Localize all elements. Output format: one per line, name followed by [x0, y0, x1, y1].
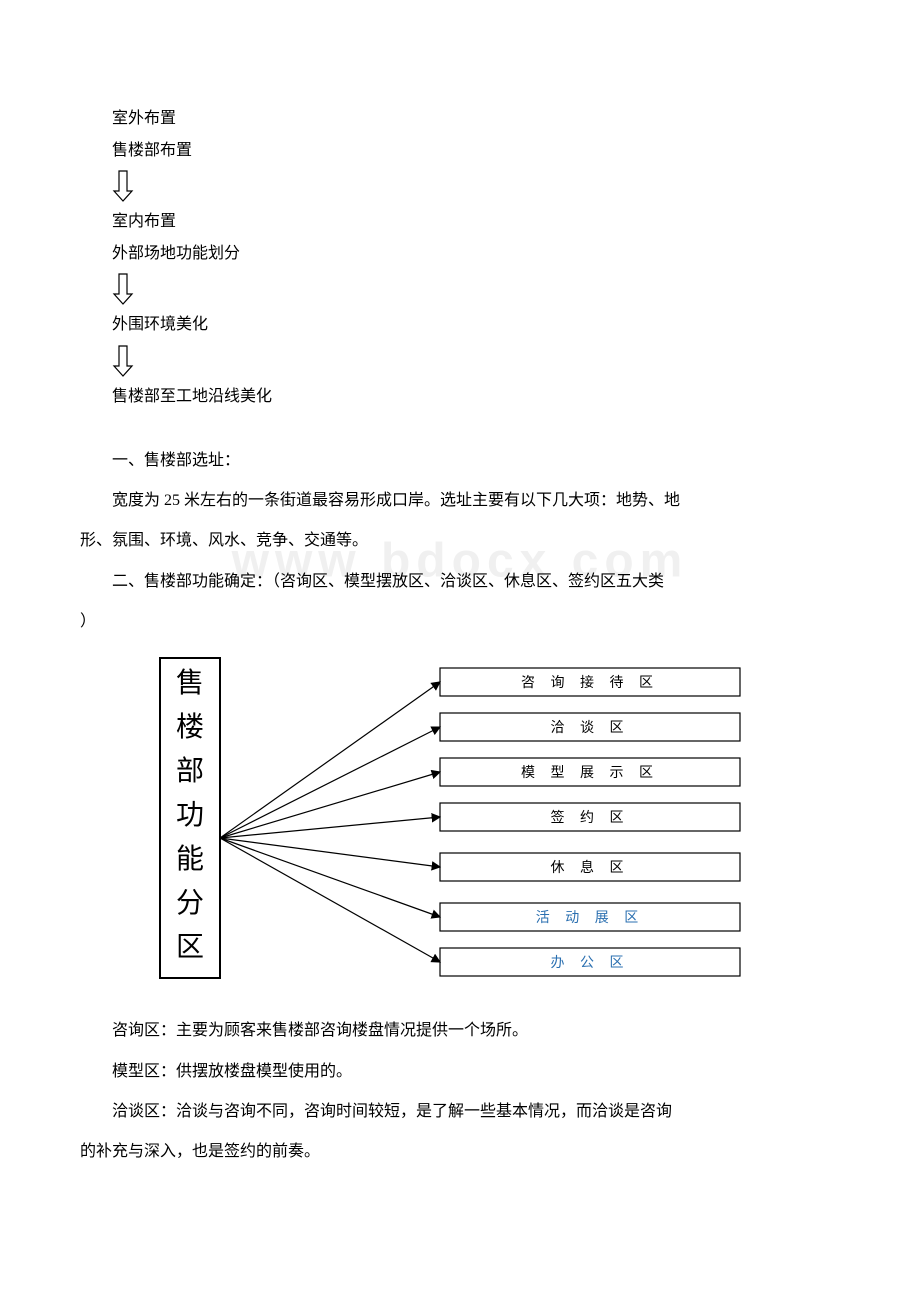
down-arrow-icon — [112, 169, 840, 203]
down-arrow-icon — [112, 272, 840, 306]
svg-text:楼: 楼 — [176, 710, 204, 742]
function-zone-diagram: 售楼部功能分区 咨 询 接 待 区洽 谈 区模 型 展 示 区签 约 区休 息 区… — [140, 648, 840, 997]
section-1-body: 形、氛围、环境、风水、竞争、交通等。 — [80, 526, 840, 556]
svg-text:办 公 区: 办 公 区 — [551, 954, 630, 970]
document-page: 室外布置 售楼部布置 室内布置 外部场地功能划分 外围环境美化 售楼部至工地沿线… — [0, 0, 920, 1238]
svg-text:售: 售 — [176, 666, 204, 698]
svg-text:休 息 区: 休 息 区 — [551, 858, 630, 875]
zone-desc-consult: 咨询区：主要为顾客来售楼部咨询楼盘情况提供一个场所。 — [80, 1016, 840, 1046]
flow-item: 室内布置 — [80, 209, 840, 235]
section-1-body: 宽度为 25 米左右的一条街道最容易形成口岸。选址主要有以下几大项：地势、地 — [80, 486, 840, 516]
flow-item: 室外布置 — [80, 106, 840, 132]
svg-text:能: 能 — [176, 842, 204, 874]
section-2-title: 二、售楼部功能确定：（咨询区、模型摆放区、洽谈区、休息区、签约区五大类 — [80, 567, 840, 597]
svg-text:签 约 区: 签 约 区 — [551, 808, 630, 825]
down-arrow-icon — [112, 344, 840, 378]
flow-item: 售楼部至工地沿线美化 — [80, 384, 840, 410]
section-2-title: ） — [80, 607, 840, 637]
svg-text:部: 部 — [176, 754, 204, 786]
flow-item: 外围环境美化 — [80, 312, 840, 338]
flow-item: 售楼部布置 — [80, 138, 840, 164]
svg-text:功: 功 — [176, 799, 204, 830]
svg-text:模 型 展 示 区: 模 型 展 示 区 — [521, 764, 659, 780]
zone-desc-negotiate: 洽谈区：洽谈与咨询不同，咨询时间较短，是了解一些基本情况，而洽谈是咨询 — [80, 1097, 840, 1127]
zone-desc-model: 模型区：供摆放楼盘模型使用的。 — [80, 1057, 840, 1087]
svg-text:洽 谈 区: 洽 谈 区 — [551, 719, 630, 735]
svg-text:区: 区 — [176, 931, 204, 962]
svg-text:活 动 展 区: 活 动 展 区 — [536, 909, 645, 925]
zone-desc-negotiate: 的补充与深入，也是签约的前奏。 — [80, 1137, 840, 1167]
svg-text:分: 分 — [176, 887, 204, 918]
flow-item: 外部场地功能划分 — [80, 241, 840, 267]
section-1-title: 一、售楼部选址： — [80, 446, 840, 476]
svg-text:咨 询 接 待 区: 咨 询 接 待 区 — [521, 673, 659, 690]
